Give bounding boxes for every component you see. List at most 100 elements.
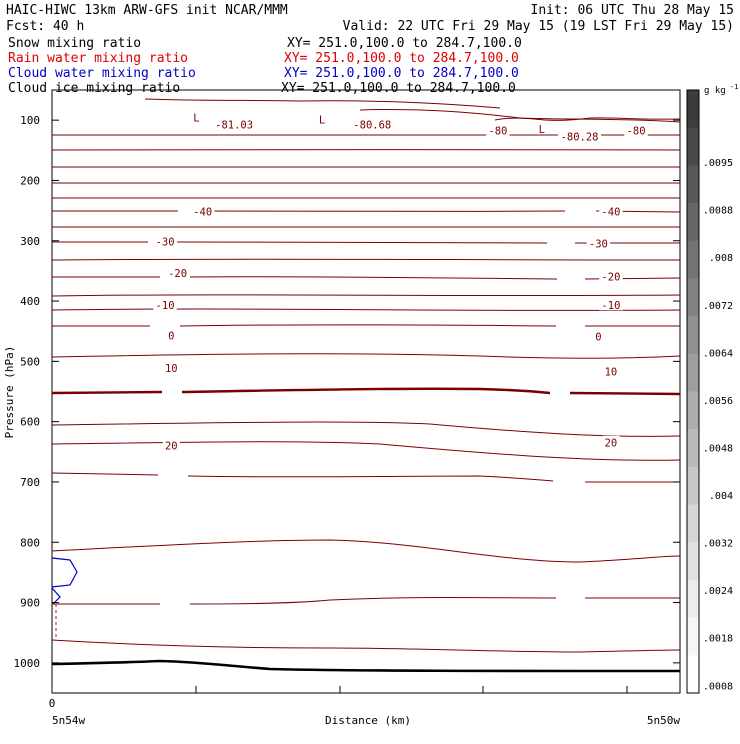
field-cloudice-label: Cloud ice mixing ratio: [8, 81, 180, 96]
header-valid-time: Valid: 22 UTC Fri 29 May 15 (19 LST Fri …: [343, 19, 734, 34]
colorbar-label: .008: [709, 253, 733, 264]
contour-minus80: [360, 109, 680, 122]
contour-label: 10: [165, 363, 178, 375]
contour-label: -40: [601, 206, 620, 218]
contour-u7: [52, 259, 680, 260]
colorbar-swatch: [687, 580, 699, 618]
colorbar-unit-label: g kg: [704, 86, 726, 96]
x-axis: 0 5n54w Distance (km) 5n50w: [49, 686, 681, 727]
colorbar-swatch: [687, 165, 699, 203]
colorbar-unit: g kg -1: [704, 83, 738, 96]
colorbar-swatch: [687, 316, 699, 354]
contour-u4: [52, 183, 680, 184]
colorbar-swatch: [687, 392, 699, 430]
contour-label: -30: [589, 238, 608, 250]
temperature-contours: [52, 99, 680, 652]
chart-header: HAIC-HIWC 13km ARW-GFS init NCAR/MMM Ini…: [6, 3, 734, 96]
contour-labels: -81.03 -80.68 -80 -80.28 -80 -40 -40 -30 -30 -20 -…: [153, 118, 648, 452]
colorbar-label: .0056: [703, 396, 733, 407]
colorbar-label: .0018: [703, 634, 733, 645]
contour-zero: [52, 389, 680, 394]
low-marker: L: [539, 124, 545, 136]
field-snow-label: Snow mixing ratio: [8, 36, 141, 51]
colorbar-label: .0024: [703, 586, 733, 597]
contour-ten: [52, 473, 680, 482]
colorbar-label: .0008: [703, 681, 733, 692]
field-rain-label: Rain water mixing ratio: [8, 51, 188, 66]
x-right-location-label: 5n50w: [647, 714, 680, 727]
colorbar: .0095.0088.008.0072.0064.0056.0048.004.0…: [687, 90, 733, 693]
header-forecast-hour: Fcst: 40 h: [6, 19, 84, 34]
colorbar-swatch: [687, 90, 699, 128]
y-tick-label: 800: [20, 536, 40, 549]
colorbar-swatch: [687, 278, 699, 316]
y-tick-label: 100: [20, 114, 40, 127]
contour-u8: [52, 295, 680, 296]
colorbar-label: .0072: [703, 301, 733, 312]
colorbar-swatch: [687, 203, 699, 241]
contour-label: -81.03: [215, 119, 253, 131]
low-marker: L: [319, 115, 325, 127]
contour-minus20: [52, 277, 680, 279]
contour-label: -80.28: [561, 132, 599, 144]
field-snow-xy: XY= 251.0,100.0 to 284.7,100.0: [287, 36, 522, 51]
y-tick-label: 400: [20, 295, 40, 308]
contour-twenty: [52, 598, 680, 605]
field-rain-xy: XY= 251.0,100.0 to 284.7,100.0: [284, 51, 519, 66]
contour-label: -80: [488, 126, 507, 138]
field-cloudwater-label: Cloud water mixing ratio: [8, 66, 196, 81]
contour-label: 0: [595, 332, 601, 344]
contour-minus10: [52, 325, 680, 326]
colorbar-swatch: [687, 429, 699, 467]
y-tick-label: 1000: [14, 657, 41, 670]
contour-minus30: [52, 242, 680, 243]
x-left-location-label: 5n54w: [52, 714, 85, 727]
x-axis-label: Distance (km): [325, 714, 411, 727]
field-cloudice-xy: XY= 251.0,100.0 to 284.7,100.0: [281, 81, 516, 96]
contour-label: -80.68: [353, 119, 391, 131]
colorbar-unit-superscript: -1: [730, 83, 738, 91]
terrain-line: [52, 661, 680, 671]
contour-l4: [52, 640, 680, 652]
contour-label: 20: [165, 440, 178, 452]
y-axis-label: Pressure (hPa): [3, 346, 16, 439]
colorbar-label: .0048: [703, 443, 733, 454]
colorbar-label: .0095: [703, 158, 733, 169]
contour-l2: [52, 442, 680, 461]
y-tick-label: 700: [20, 476, 40, 489]
colorbar-swatch: [687, 655, 699, 693]
contour-u9: [52, 309, 680, 310]
contour-label: -20: [168, 268, 187, 280]
contour-label: -30: [156, 236, 175, 248]
contour-label: 0: [168, 331, 174, 343]
y-tick-label: 300: [20, 235, 40, 248]
colorbar-label: .0032: [703, 539, 733, 550]
header-init-time: Init: 06 UTC Thu 28 May 15: [531, 3, 735, 18]
y-tick-label: 900: [20, 597, 40, 610]
colorbar-swatch: [687, 467, 699, 505]
colorbar-swatch: [687, 618, 699, 656]
colorbar-label: .0088: [703, 206, 733, 217]
y-tick-label: 600: [20, 416, 40, 429]
field-cloudwater-xy: XY= 251.0,100.0 to 284.7,100.0: [284, 66, 519, 81]
colorbar-swatch: [687, 128, 699, 166]
contour-label: 10: [605, 367, 618, 379]
contour-label: -40: [193, 206, 212, 218]
colorbar-swatch: [687, 354, 699, 392]
x-tick-label-0: 0: [49, 697, 56, 710]
contour-label: -20: [601, 271, 620, 283]
contour-minus40: [52, 211, 680, 212]
contour-l3: [52, 540, 680, 562]
y-tick-label: 500: [20, 355, 40, 368]
contour-label: -10: [601, 300, 620, 312]
contour-u10: [52, 354, 680, 359]
contour-label: -10: [156, 300, 175, 312]
contour-label: -80: [627, 126, 646, 138]
contour-top: [145, 99, 500, 108]
contour-label: 20: [605, 437, 618, 449]
contour-u5: [52, 198, 680, 199]
colorbar-swatch: [687, 505, 699, 543]
cloud-water-contour: [52, 558, 77, 604]
header-title: HAIC-HIWC 13km ARW-GFS init NCAR/MMM: [6, 3, 288, 18]
